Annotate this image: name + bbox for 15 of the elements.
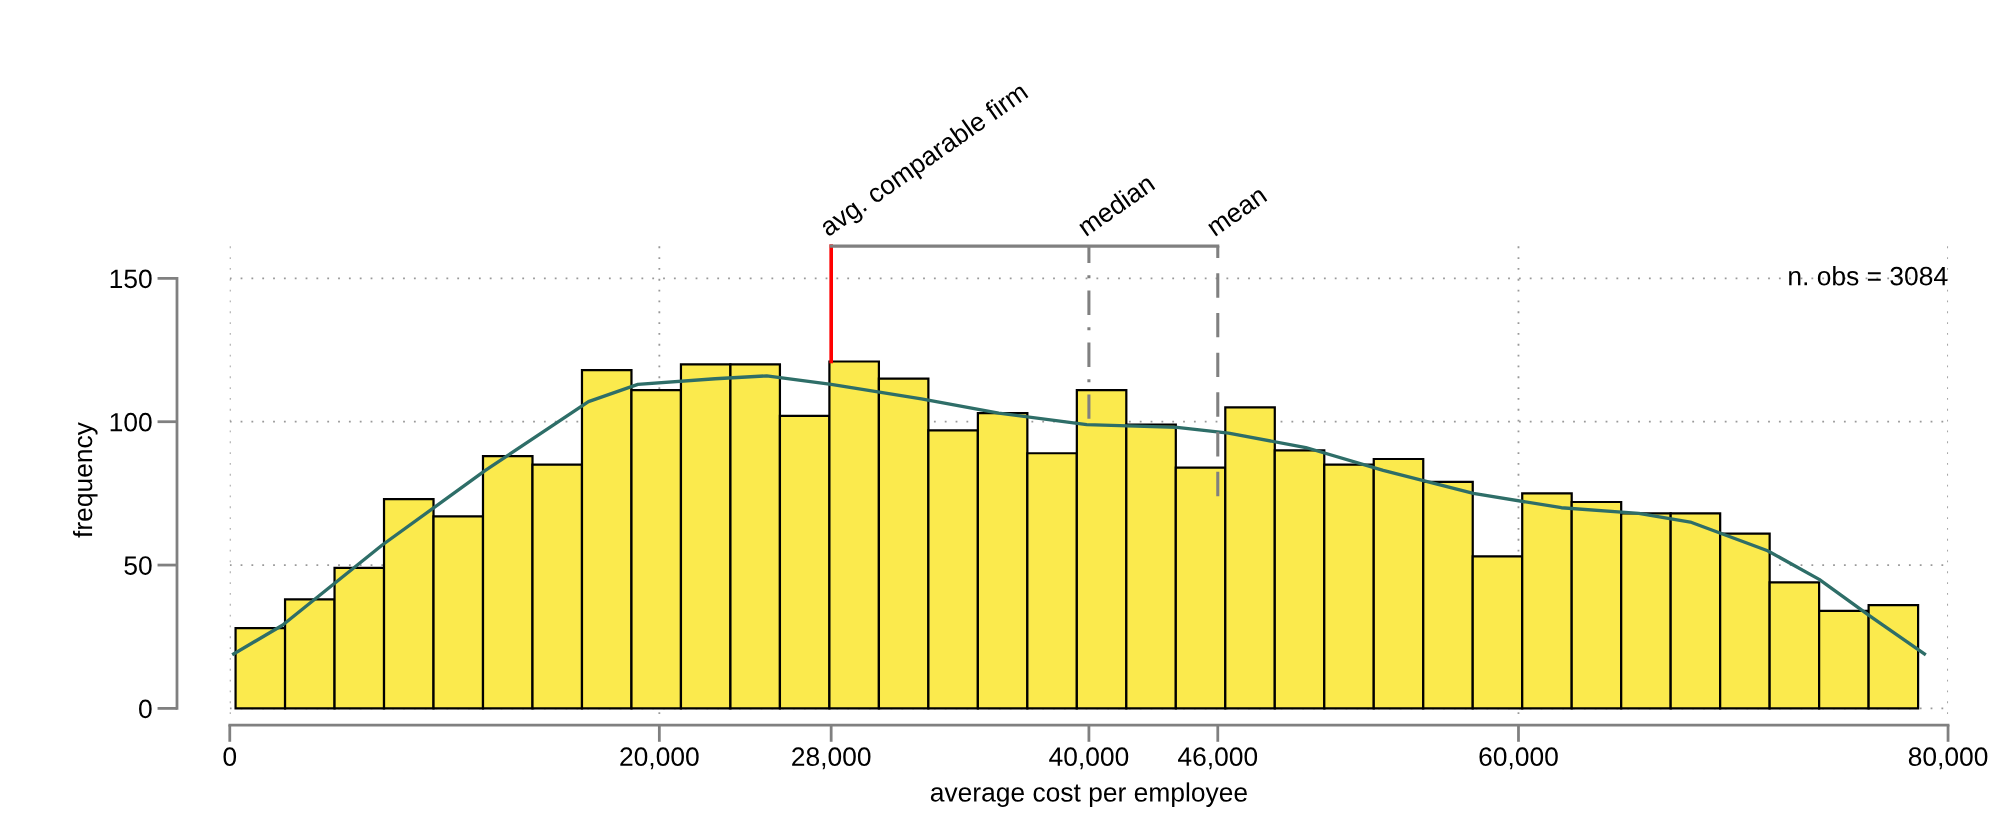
y-tick-label: 100 — [110, 412, 152, 432]
y-tick-label: 50 — [124, 556, 152, 575]
x-tick-label: 28,000 — [792, 747, 871, 770]
x-tick-label: 40,000 — [1049, 747, 1129, 770]
y-tick-label: 150 — [110, 269, 152, 289]
y-axis-title: frequency — [72, 422, 98, 538]
annotation: n. obs = 3084 — [1789, 266, 1948, 286]
x-axis-title: average cost per employee — [930, 782, 1247, 807]
y-tick-label: 0 — [139, 699, 152, 719]
x-tick-label: 46,000 — [1178, 747, 1258, 770]
x-tick-label: 60,000 — [1479, 747, 1558, 770]
x-tick-label: 20,000 — [620, 747, 699, 770]
x-tick-label: 80,000 — [1908, 747, 1988, 770]
x-tick-label: 0 — [223, 747, 237, 767]
line-series — [231, 374, 1927, 656]
